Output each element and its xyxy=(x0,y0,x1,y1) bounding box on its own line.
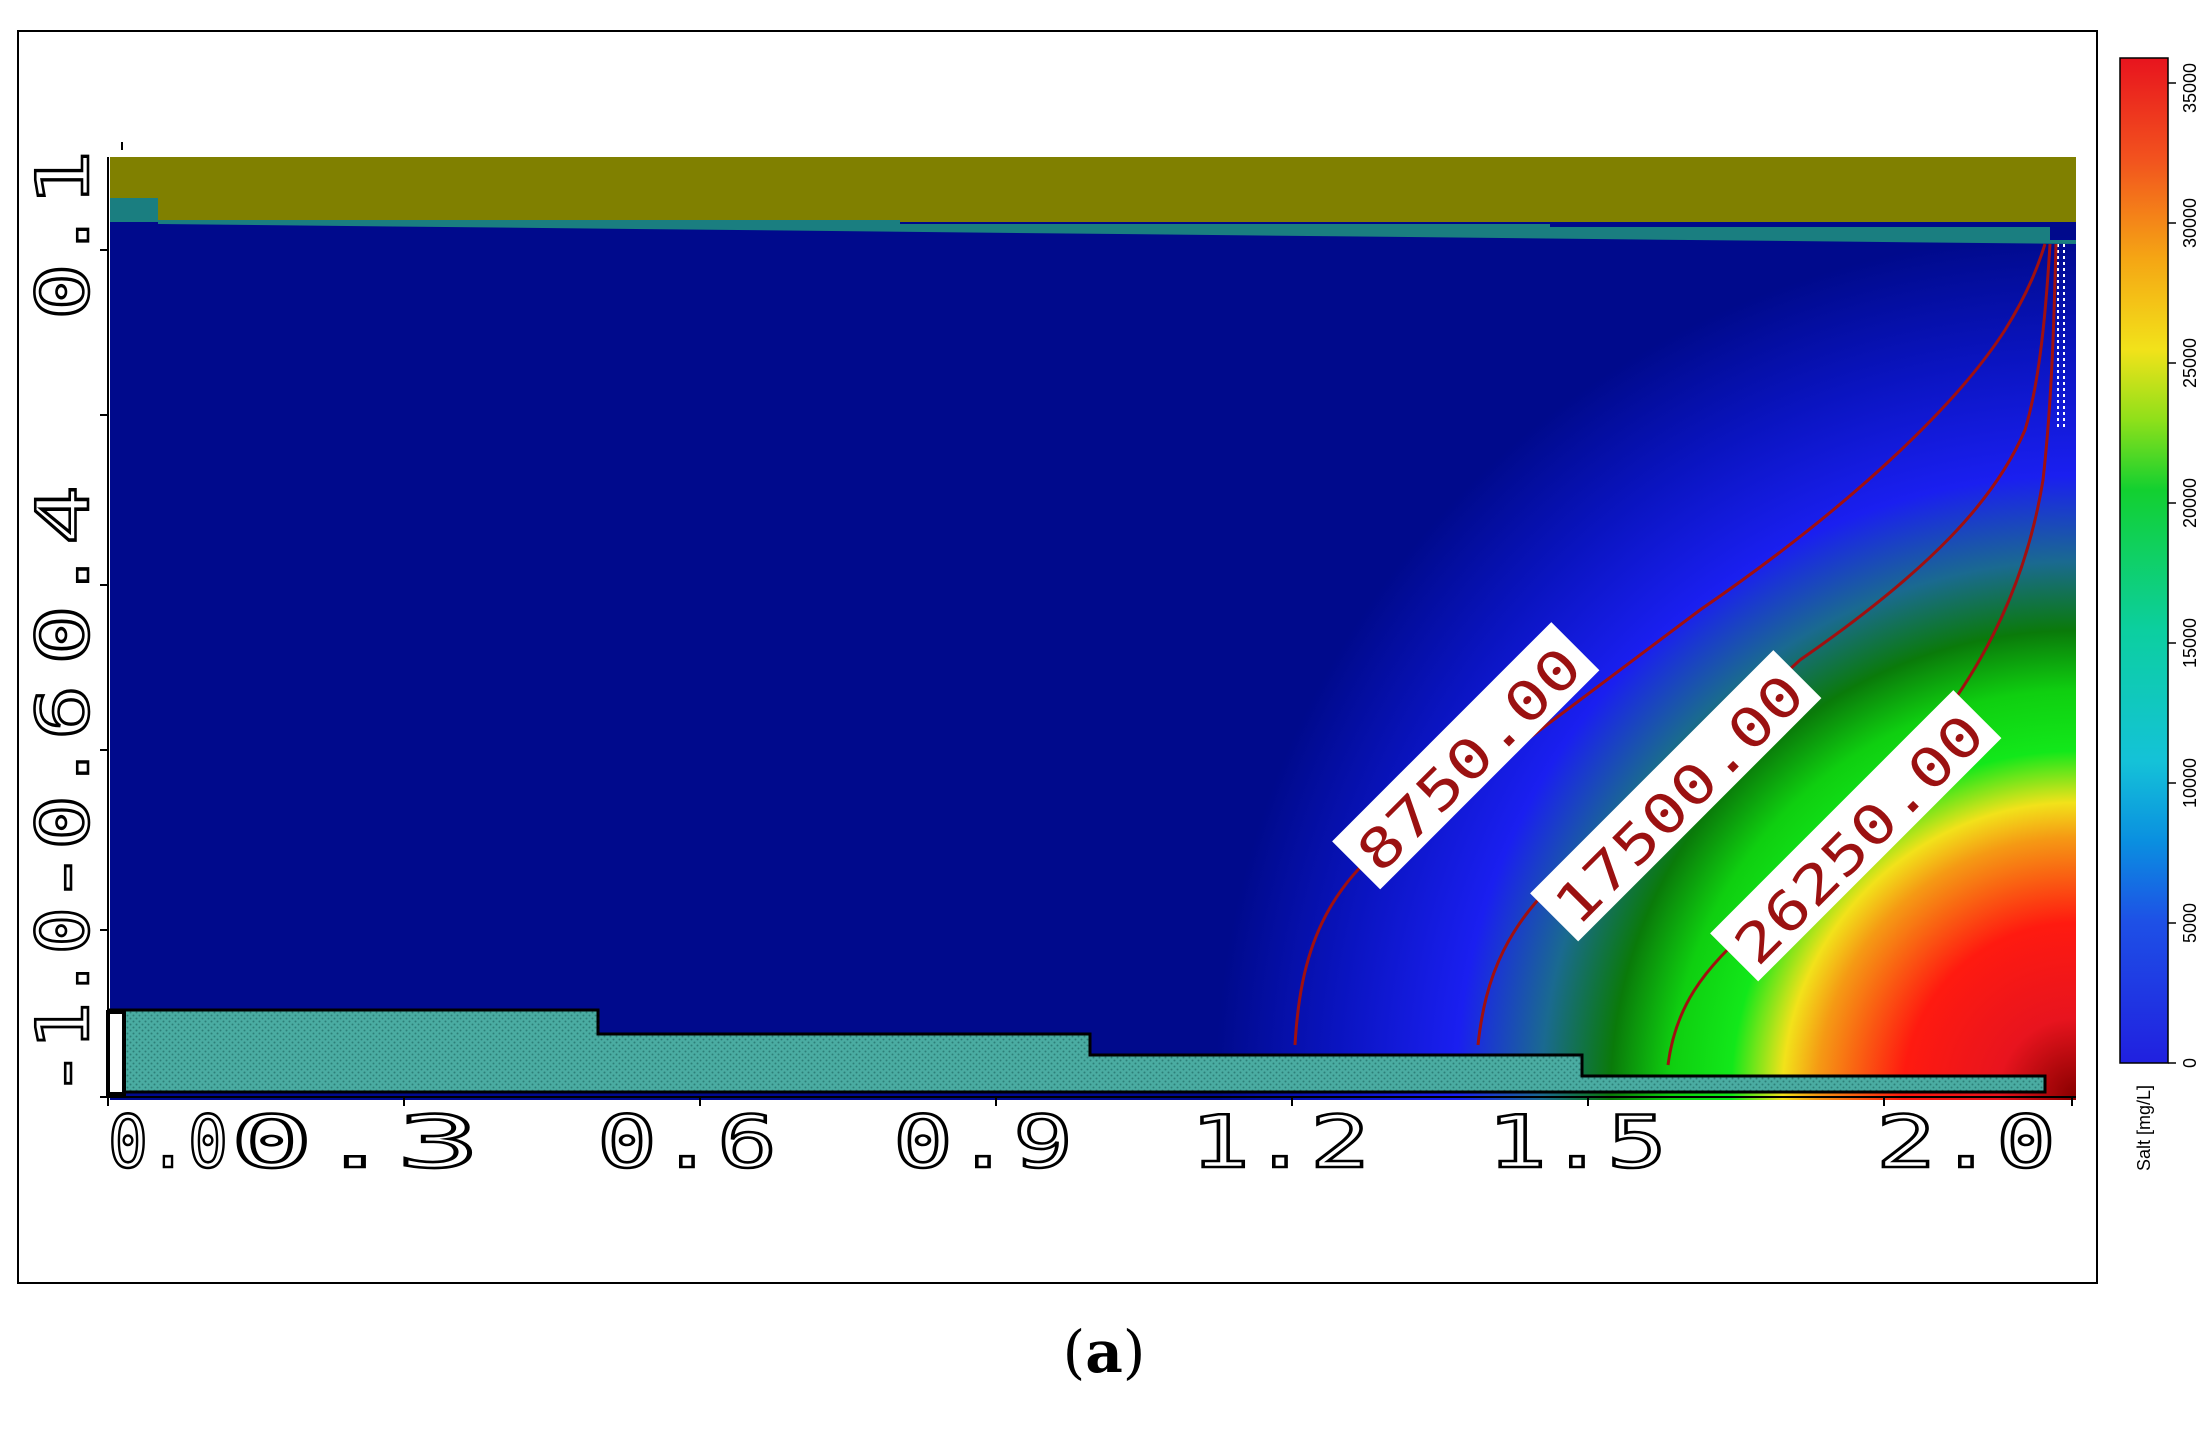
caption-letter: a xyxy=(1085,1318,1123,1386)
x-tick-label-1: 0.3 xyxy=(230,1100,480,1184)
contour-line-8750 xyxy=(1293,243,2047,1046)
top-layer xyxy=(110,157,2076,222)
x-tick-label-4: 1.2 xyxy=(1190,1100,1370,1184)
top-layer-fringe xyxy=(158,220,2076,244)
contour-line-26250 xyxy=(1666,243,2058,1066)
x-tick-label-0: 0.0 xyxy=(108,1100,228,1184)
x-tick-label-6: 2.0 xyxy=(1876,1100,2056,1184)
x-tick-marks xyxy=(107,1097,2073,1106)
y-tick-label-0: -1.0 xyxy=(21,907,105,1097)
y-tick-label-2: 0.4 xyxy=(21,485,105,665)
colorbar xyxy=(2119,57,2169,1064)
colorbar-ticks xyxy=(2168,82,2176,1064)
left-boundary-marker xyxy=(106,1010,126,1096)
figure-caption: (a) xyxy=(1062,1318,1146,1386)
y-tick-label-1: -0.6 xyxy=(21,685,105,905)
top-layer-edge xyxy=(110,198,158,222)
contour-line-17500 xyxy=(1476,243,2052,1046)
colorbar-tick-label-2: 10000 xyxy=(2180,758,2200,808)
colorbar-tick-label-1: 5000 xyxy=(2180,903,2200,943)
x-tick-label-3: 0.9 xyxy=(893,1100,1073,1184)
colorbar-tick-label-7: 35000 xyxy=(2180,63,2200,113)
x-tick-label-5: 1.5 xyxy=(1487,1100,1667,1184)
colorbar-title: Salt [mg/L] xyxy=(2134,1085,2154,1171)
chart-frame xyxy=(17,30,2098,1284)
x-tick-label-2: 0.6 xyxy=(597,1100,777,1184)
bottom-layer xyxy=(108,1008,2047,1094)
y-tick-marks xyxy=(100,142,123,1098)
colorbar-tick-label-5: 25000 xyxy=(2180,338,2200,388)
colorbar-tick-label-3: 15000 xyxy=(2180,618,2200,668)
colorbar-tick-label-6: 30000 xyxy=(2180,198,2200,248)
colorbar-tick-label-0: 0 xyxy=(2180,1058,2200,1068)
y-tick-label-3: 0.1 xyxy=(21,150,105,320)
colorbar-tick-label-4: 20000 xyxy=(2180,478,2200,528)
